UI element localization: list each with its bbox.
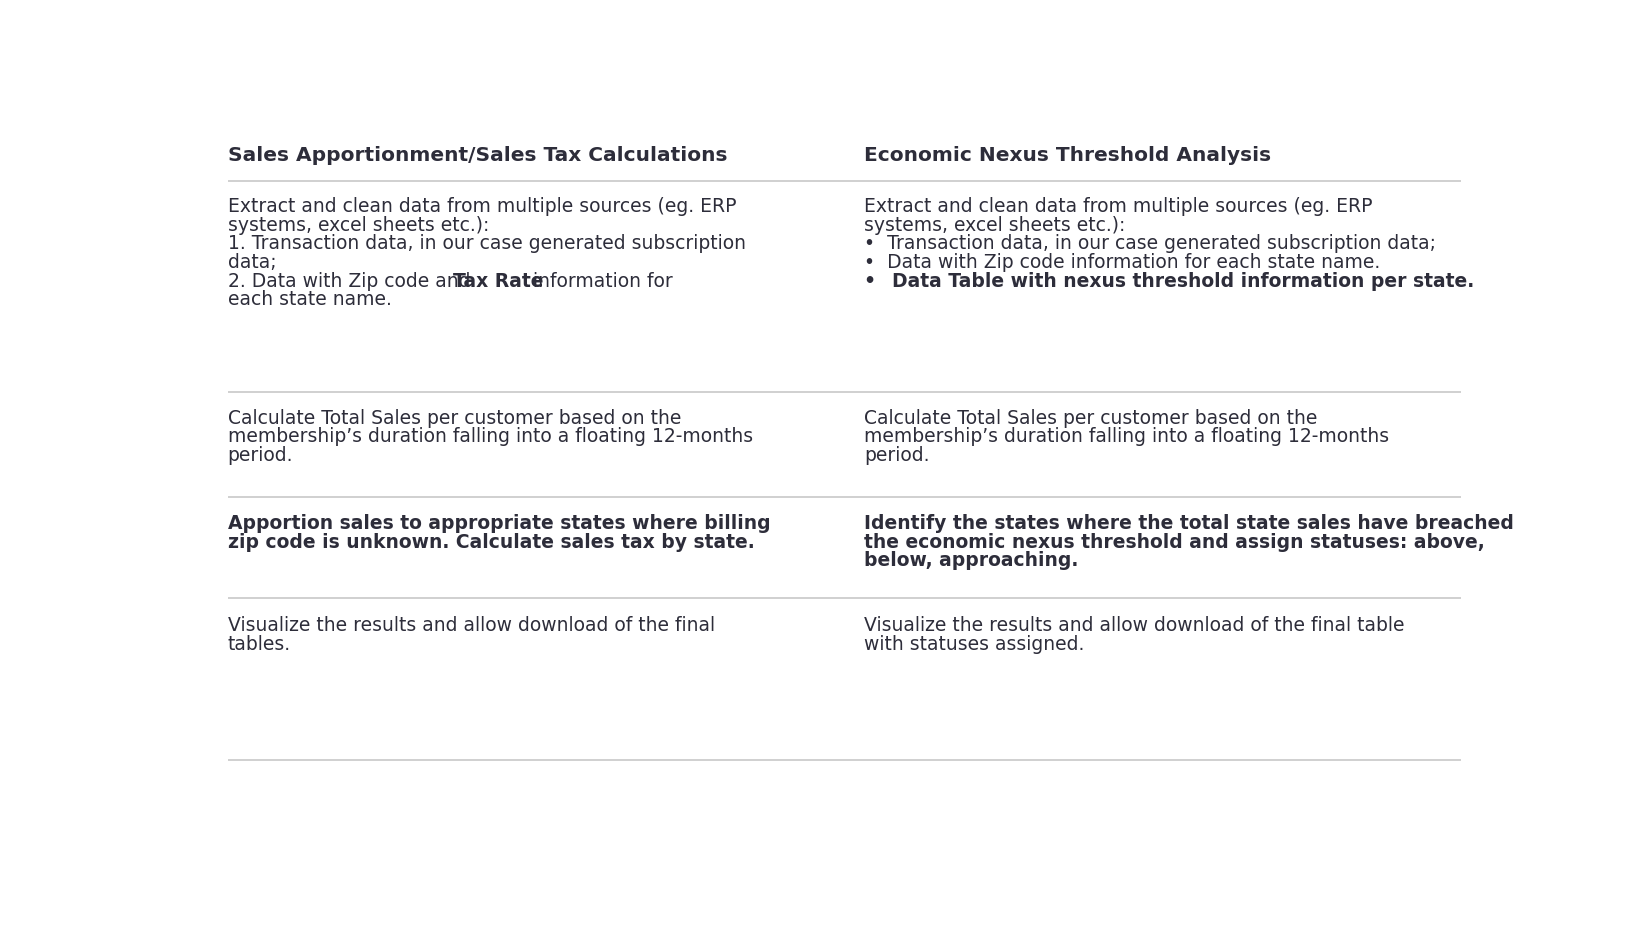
Text: below, approaching.: below, approaching. — [864, 552, 1078, 570]
Text: with statuses assigned.: with statuses assigned. — [864, 635, 1084, 654]
Text: •: • — [864, 272, 888, 290]
Text: tables.: tables. — [227, 635, 290, 654]
Text: Sales Apportionment/Sales Tax Calculations: Sales Apportionment/Sales Tax Calculatio… — [227, 147, 727, 166]
Text: Tax Rate: Tax Rate — [453, 272, 542, 290]
Text: Identify the states where the total state sales have breached: Identify the states where the total stat… — [864, 515, 1513, 534]
Text: Extract and clean data from multiple sources (eg. ERP: Extract and clean data from multiple sou… — [864, 198, 1373, 217]
Text: membership’s duration falling into a floating 12-months: membership’s duration falling into a flo… — [227, 427, 753, 447]
Text: systems, excel sheets etc.):: systems, excel sheets etc.): — [227, 216, 489, 235]
Text: information for: information for — [527, 272, 672, 290]
Text: Visualize the results and allow download of the final table: Visualize the results and allow download… — [864, 616, 1404, 635]
Text: membership’s duration falling into a floating 12-months: membership’s duration falling into a flo… — [864, 427, 1389, 447]
Text: 2. Data with Zip code and: 2. Data with Zip code and — [227, 272, 476, 290]
Text: data;: data; — [227, 253, 277, 272]
Text: the economic nexus threshold and assign statuses: above,: the economic nexus threshold and assign … — [864, 533, 1485, 552]
Text: each state name.: each state name. — [227, 290, 392, 309]
Text: Data Table with nexus threshold information per state.: Data Table with nexus threshold informat… — [892, 272, 1473, 290]
Text: Calculate Total Sales per customer based on the: Calculate Total Sales per customer based… — [864, 409, 1317, 428]
Text: •  Data with Zip code information for each state name.: • Data with Zip code information for eac… — [864, 253, 1379, 272]
Text: period.: period. — [864, 446, 929, 464]
Text: period.: period. — [227, 446, 293, 464]
Text: Calculate Total Sales per customer based on the: Calculate Total Sales per customer based… — [227, 409, 681, 428]
Text: Extract and clean data from multiple sources (eg. ERP: Extract and clean data from multiple sou… — [227, 198, 737, 217]
Text: systems, excel sheets etc.):: systems, excel sheets etc.): — [864, 216, 1126, 235]
Text: •  Transaction data, in our case generated subscription data;: • Transaction data, in our case generate… — [864, 235, 1435, 254]
Text: 1. Transaction data, in our case generated subscription: 1. Transaction data, in our case generat… — [227, 235, 745, 254]
Text: Economic Nexus Threshold Analysis: Economic Nexus Threshold Analysis — [864, 147, 1271, 166]
Text: Apportion sales to appropriate states where billing: Apportion sales to appropriate states wh… — [227, 515, 770, 534]
Text: Visualize the results and allow download of the final: Visualize the results and allow download… — [227, 616, 715, 635]
Text: zip code is unknown. Calculate sales tax by state.: zip code is unknown. Calculate sales tax… — [227, 533, 755, 552]
